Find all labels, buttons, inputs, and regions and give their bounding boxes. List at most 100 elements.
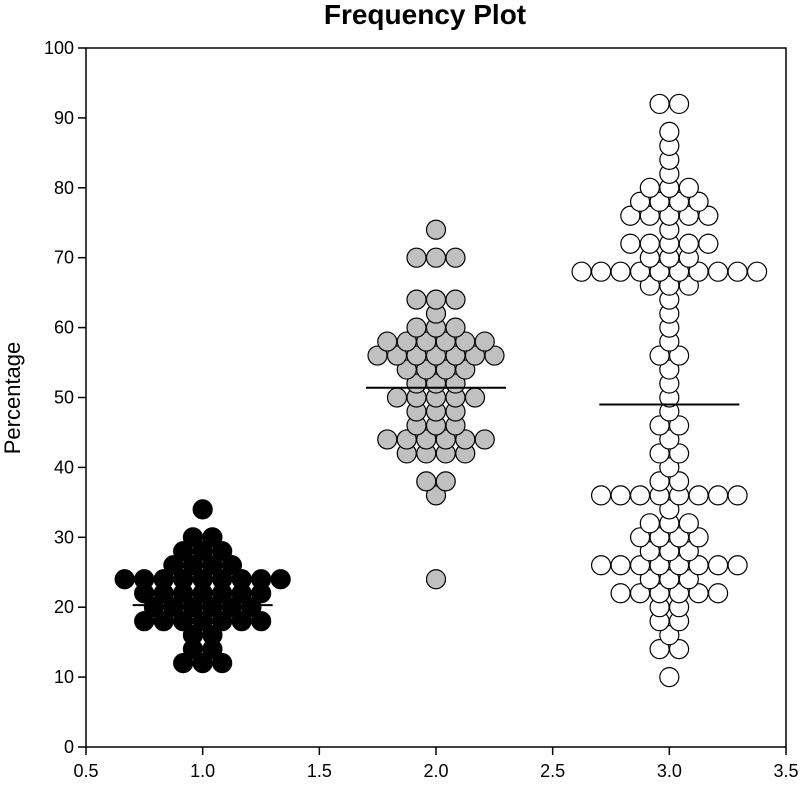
y-tick-label: 50 [54,388,74,408]
data-point-group-2 [416,471,437,492]
data-point-group-3 [590,261,612,282]
data-point-group-3 [727,261,748,282]
data-point-group-2 [425,247,447,268]
data-point-group-3 [698,233,719,254]
x-tick-label: 2.0 [423,761,448,781]
y-tick-label: 10 [54,667,74,687]
data-point-group-3 [688,527,709,548]
y-tick-label: 30 [54,527,74,547]
y-tick-label: 0 [64,737,74,757]
plot-area: 0 10 20 30 40 50 60 70 80 90 100 0.5 1.0 1.5 2.0 2.5 3.0… [44,38,799,781]
data-point-group-3 [639,233,660,254]
data-point-group-3 [659,359,680,380]
data-point-group-2 [406,317,427,338]
data-point-group-3 [678,569,699,590]
data-point-group-2 [386,387,408,408]
data-point-group-3 [659,121,680,142]
x-tick-label: 1.5 [307,761,332,781]
data-point-group-1 [221,555,243,576]
data-point-group-3 [610,485,631,506]
y-tick-label: 80 [54,178,74,198]
data-point-group-3 [668,639,690,660]
data-point-group-1 [114,569,135,590]
data-point-group-3 [707,261,729,282]
data-point-group-3 [678,233,699,254]
data-point-group-3 [668,93,690,115]
data-point-group-3 [746,261,768,282]
data-point-group-1 [182,527,204,548]
data-point-group-3 [707,485,729,506]
y-axis-label: Percentage [0,342,25,455]
data-point-group-2 [425,569,447,590]
data-point-group-3 [727,485,748,506]
data-point-group-3 [668,345,690,366]
data-point-group-2 [377,429,398,450]
data-point-group-3 [678,513,699,534]
data-point-group-3 [590,485,612,506]
data-point-group-3 [659,429,680,450]
data-point-group-3 [688,191,709,212]
data-point-group-2 [445,317,466,338]
data-point-group-3 [620,233,641,254]
data-point-group-1 [202,625,223,646]
data-point-group-3 [707,583,729,604]
data-point-group-1 [270,569,291,590]
data-point-group-3 [610,583,631,604]
data-point-group-3 [678,177,699,198]
y-tick-label: 90 [54,108,74,128]
data-point-group-3 [678,275,699,296]
data-point-group-3 [639,513,660,534]
x-tick-label: 0.5 [73,761,98,781]
data-point-group-3 [727,555,748,576]
data-point-group-1 [202,527,223,548]
x-tick-label: 1.0 [190,761,215,781]
data-point-group-2 [425,219,447,240]
y-tick-label: 20 [54,597,74,617]
data-point-group-2 [425,289,447,310]
data-point-group-3 [688,485,709,506]
data-point-group-2 [464,387,486,408]
data-point-group-1 [251,569,272,590]
data-point-group-3 [610,555,631,576]
data-point-group-3 [659,457,680,478]
data-point-group-2 [445,247,466,268]
data-point-group-3 [668,443,690,464]
data-point-group-2 [377,331,398,352]
y-tick-label: 40 [54,457,74,477]
data-point-group-3 [678,541,699,562]
x-tick-label: 3.5 [773,761,798,781]
y-tick-label: 100 [44,38,74,58]
data-point-group-2 [484,345,505,366]
data-point-group-3 [590,555,612,576]
y-tick-label: 70 [54,248,74,268]
data-point-group-2 [445,289,466,310]
x-tick-label: 2.5 [540,761,565,781]
data-point-group-3 [698,205,719,226]
data-point-group-2 [406,247,427,268]
y-tick-label: 60 [54,318,74,338]
data-point-group-3 [659,666,680,688]
data-point-group-3 [668,415,690,436]
data-point-group-2 [455,359,476,380]
data-point-group-3 [668,471,690,492]
data-point-group-2 [474,331,495,352]
data-point-group-3 [659,499,680,520]
data-point-group-1 [134,569,155,590]
data-point-group-2 [406,289,427,310]
data-point-group-3 [639,177,660,198]
data-point-group-3 [649,93,670,115]
chart-title: Frequency Plot [324,0,526,30]
data-point-group-1 [192,499,213,520]
data-point-group-3 [610,261,631,282]
data-point-group-3 [659,625,680,646]
data-point-group-3 [629,485,651,506]
data-point-group-2 [474,429,495,450]
data-point-group-3 [707,555,729,576]
data-point-group-1 [212,541,233,562]
data-point-group-1 [241,597,262,618]
x-tick-label: 3.0 [657,761,682,781]
data-point-group-3 [571,261,592,282]
data-point-group-2 [435,471,456,492]
data-point-group-2 [425,485,447,506]
